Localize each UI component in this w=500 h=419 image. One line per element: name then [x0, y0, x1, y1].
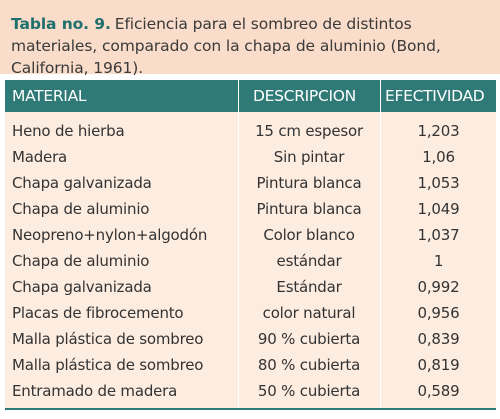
header-efectividad: EFECTIVIDAD	[385, 87, 485, 105]
table-body: Heno de hierba 15 cm espesor 1,203 Mader…	[5, 118, 496, 404]
cell-material: Chapa de aluminio	[12, 200, 150, 218]
table-row: Neopreno+nylon+algodón Color blanco 1,03…	[5, 222, 496, 248]
table-row: Chapa galvanizada Estándar 0,992	[5, 274, 496, 300]
cell-material: Heno de hierba	[12, 122, 125, 140]
cell-efectividad: 0,589	[417, 382, 460, 400]
cell-material: Entramado de madera	[12, 382, 178, 400]
cell-efectividad: 0,992	[417, 278, 460, 296]
efficiency-table: MATERIAL DESCRIPCION EFECTIVIDAD Heno de…	[5, 80, 496, 410]
cell-descripcion: Estándar	[276, 278, 342, 296]
cell-material: Malla plástica de sombreo	[12, 356, 204, 374]
table-caption-text: Eficiencia para el sombreo de distintos …	[11, 15, 441, 77]
cell-descripcion: color natural	[262, 304, 356, 322]
cell-efectividad: 1,037	[417, 226, 460, 244]
cell-descripcion: 90 % cubierta	[257, 330, 361, 348]
table-row: Malla plástica de sombreo 90 % cubierta …	[5, 326, 496, 352]
table-row: Chapa de aluminio Pintura blanca 1,049	[5, 196, 496, 222]
table-row: Madera Sin pintar 1,06	[5, 144, 496, 170]
table-row: Chapa galvanizada Pintura blanca 1,053	[5, 170, 496, 196]
cell-efectividad: 0,956	[417, 304, 460, 322]
cell-descripcion: Color blanco	[263, 226, 355, 244]
cell-material: Madera	[12, 148, 68, 166]
column-divider	[380, 80, 381, 408]
table-row: Chapa de aluminio estándar 1	[5, 248, 496, 274]
cell-efectividad: 1	[433, 252, 444, 270]
table-row: Heno de hierba 15 cm espesor 1,203	[5, 118, 496, 144]
cell-efectividad: 1,053	[417, 174, 460, 192]
cell-efectividad: 1,049	[417, 200, 460, 218]
table-row: Malla plástica de sombreo 80 % cubierta …	[5, 352, 496, 378]
cell-descripcion: Pintura blanca	[256, 174, 362, 192]
table-row: Placas de fibrocemento color natural 0,9…	[5, 300, 496, 326]
column-divider	[238, 80, 239, 408]
cell-efectividad: 0,839	[417, 330, 460, 348]
table-header-row: MATERIAL DESCRIPCION EFECTIVIDAD	[5, 80, 496, 112]
table-number-label: Tabla no. 9.	[11, 15, 111, 33]
cell-efectividad: 0,819	[417, 356, 460, 374]
cell-descripcion: estándar	[276, 252, 342, 270]
table-caption: Tabla no. 9. Eficiencia para el sombreo d…	[0, 0, 500, 77]
cell-material: Placas de fibrocemento	[12, 304, 184, 322]
cell-material: Chapa galvanizada	[12, 174, 152, 192]
header-material: MATERIAL	[12, 87, 87, 105]
cell-material: Neopreno+nylon+algodón	[12, 226, 208, 244]
cell-descripcion: Sin pintar	[273, 148, 345, 166]
cell-efectividad: 1,06	[422, 148, 455, 166]
cell-descripcion: 50 % cubierta	[257, 382, 361, 400]
table-row: Entramado de madera 50 % cubierta 0,589	[5, 378, 496, 404]
cell-descripcion: Pintura blanca	[256, 200, 362, 218]
cell-descripcion: 80 % cubierta	[257, 356, 361, 374]
header-descripcion: DESCRIPCION	[253, 87, 356, 105]
cell-efectividad: 1,203	[417, 122, 460, 140]
cell-material: Chapa galvanizada	[12, 278, 152, 296]
cell-descripcion: 15 cm espesor	[255, 122, 363, 140]
cell-material: Malla plástica de sombreo	[12, 330, 204, 348]
cell-material: Chapa de aluminio	[12, 252, 150, 270]
